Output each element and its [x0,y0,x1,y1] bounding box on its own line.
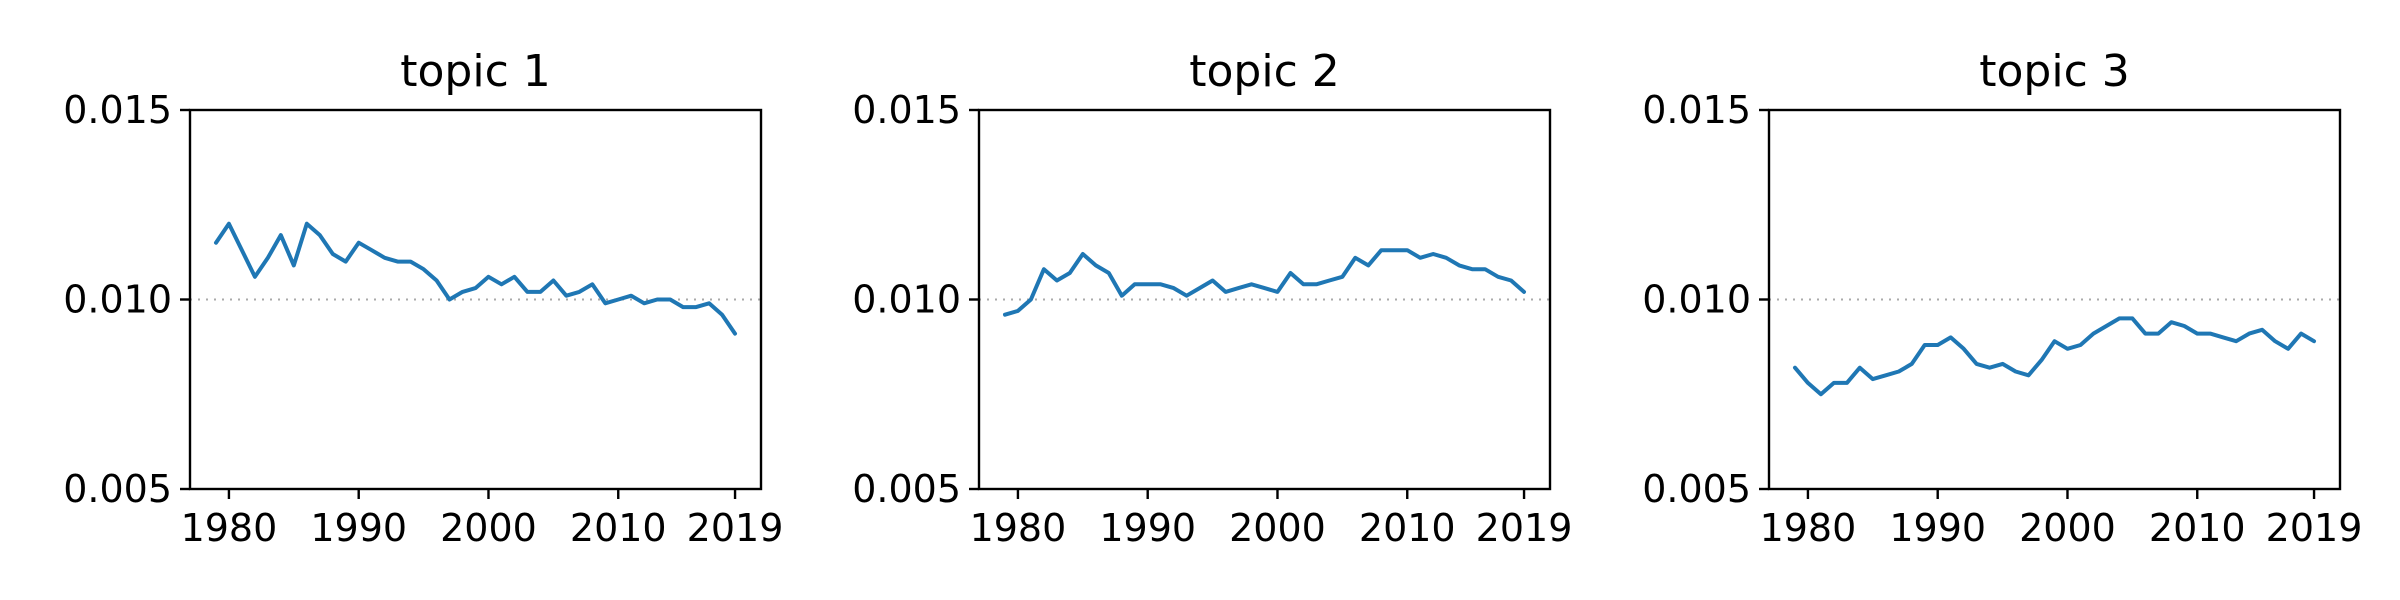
axes-frame [977,108,1552,491]
y-tick-label: 0.010 [1642,278,1751,322]
x-tick-label: 2000 [440,506,537,550]
y-tick-label: 0.015 [63,88,172,132]
chart-panel-3: topic 3 0.005 0.010 0.015 1980 1990 2000 2010 20… [1642,46,2362,550]
y-tick-label: 0.010 [852,278,961,322]
chart-title: topic 3 [1979,46,2130,97]
y-tick-label: 0.010 [63,278,172,322]
series-line [1003,248,1526,317]
x-tick-label: 2000 [1229,506,1326,550]
x-tick-label: 2000 [2019,506,2116,550]
y-tick-label: 0.015 [852,88,961,132]
x-tick-label: 2010 [570,506,667,550]
x-tick-label: 2019 [687,506,784,550]
x-tick-label: 1980 [970,506,1067,550]
x-tick-label: 2010 [1359,506,1456,550]
chart-panel-2: topic 2 0.005 0.010 0.015 1980 1990 2000 2010 20… [852,46,1572,550]
x-tick-label: 1980 [1760,506,1857,550]
x-tick-label: 1990 [310,506,407,550]
y-tick-label: 0.005 [63,467,172,511]
x-tick-label: 1990 [1099,506,1196,550]
y-tick-label: 0.015 [1642,88,1751,132]
chart-panel-1: topic 1 0.005 0.010 0.015 1980 1990 2000 2010 20… [63,46,783,550]
chart-title: topic 2 [1189,46,1340,97]
axes-frame [188,108,763,491]
chart-title: topic 1 [400,46,551,97]
y-tick-label: 0.005 [1642,467,1751,511]
series-line [1793,316,2316,397]
y-tick-label: 0.005 [852,467,961,511]
x-tick-label: 2019 [1476,506,1573,550]
axes-frame [1767,108,2342,491]
x-tick-label: 1980 [181,506,278,550]
series-line [214,221,737,336]
x-tick-label: 2010 [2149,506,2246,550]
x-tick-label: 1990 [1889,506,1986,550]
x-tick-label: 2019 [2266,506,2363,550]
